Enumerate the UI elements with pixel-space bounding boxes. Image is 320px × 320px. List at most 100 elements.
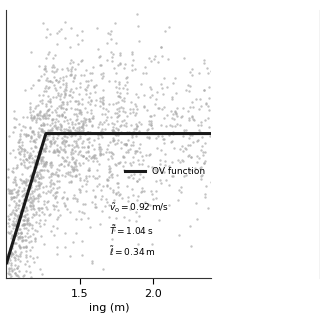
Point <box>34 170 39 175</box>
Point <box>188 69 193 74</box>
Point <box>42 222 47 227</box>
Point <box>114 163 119 168</box>
Point <box>21 159 27 164</box>
Point <box>41 162 46 167</box>
Point <box>135 23 140 28</box>
Point <box>133 110 138 116</box>
Point <box>198 147 204 152</box>
Point <box>41 161 46 166</box>
Point <box>91 154 96 159</box>
Point <box>203 101 208 106</box>
Point <box>11 194 16 199</box>
Point <box>172 108 178 113</box>
Point <box>141 104 147 109</box>
Point <box>21 272 26 277</box>
Point <box>22 233 27 238</box>
Point <box>11 240 16 245</box>
Point <box>37 267 43 272</box>
Point <box>107 214 112 220</box>
Point <box>168 130 173 135</box>
Point <box>109 151 115 156</box>
Point <box>20 201 25 206</box>
Point <box>28 203 33 208</box>
Point <box>44 101 49 106</box>
Point <box>85 144 90 149</box>
Point <box>126 194 131 199</box>
Point <box>89 154 94 159</box>
Point <box>103 196 108 202</box>
Point <box>11 147 16 152</box>
Point <box>186 135 191 140</box>
Point <box>40 190 45 195</box>
Point <box>171 112 176 117</box>
Point <box>191 117 196 123</box>
Point <box>17 216 22 221</box>
Point <box>73 99 78 104</box>
Point <box>8 265 13 270</box>
Point <box>96 136 101 141</box>
Point <box>69 146 74 151</box>
Point <box>40 164 45 169</box>
Point <box>19 172 24 177</box>
Point <box>55 90 60 95</box>
Point <box>40 121 45 126</box>
Point <box>98 151 103 156</box>
Point <box>98 132 103 137</box>
Point <box>36 162 41 167</box>
Point <box>21 223 26 228</box>
Point <box>20 223 25 228</box>
Point <box>27 223 32 228</box>
Point <box>92 194 97 199</box>
Point <box>55 167 60 172</box>
Point <box>84 178 90 183</box>
Point <box>13 116 18 122</box>
Point <box>112 66 117 71</box>
Point <box>94 167 99 172</box>
Point <box>154 188 159 193</box>
Point <box>69 121 74 126</box>
Point <box>28 135 33 140</box>
Point <box>12 249 18 254</box>
Point <box>66 172 71 177</box>
Point <box>107 79 112 84</box>
Point <box>80 125 85 130</box>
Point <box>114 192 119 197</box>
Point <box>98 152 103 157</box>
Point <box>108 36 114 41</box>
Point <box>44 77 49 82</box>
Point <box>17 185 22 190</box>
Point <box>114 41 119 46</box>
Point <box>61 138 66 143</box>
Point <box>63 129 68 134</box>
Point <box>12 220 17 225</box>
Point <box>34 116 39 121</box>
Point <box>78 216 83 221</box>
Point <box>82 144 87 149</box>
Point <box>50 127 55 132</box>
Point <box>61 195 66 200</box>
Point <box>97 54 102 59</box>
Point <box>17 227 22 232</box>
Point <box>44 84 49 89</box>
Point <box>73 166 78 172</box>
Point <box>28 194 33 199</box>
Point <box>153 54 158 59</box>
Point <box>58 97 63 102</box>
Point <box>87 129 92 134</box>
Point <box>45 168 50 173</box>
Point <box>21 114 26 119</box>
Point <box>17 197 22 202</box>
Point <box>69 95 75 100</box>
Point <box>89 98 94 103</box>
Point <box>33 159 38 164</box>
Point <box>30 139 36 144</box>
Point <box>98 145 103 150</box>
Point <box>31 203 36 208</box>
Point <box>9 262 14 267</box>
Point <box>8 229 13 234</box>
Point <box>38 167 44 172</box>
Point <box>110 128 115 133</box>
Point <box>90 115 95 120</box>
Point <box>17 246 22 251</box>
Point <box>140 154 145 159</box>
